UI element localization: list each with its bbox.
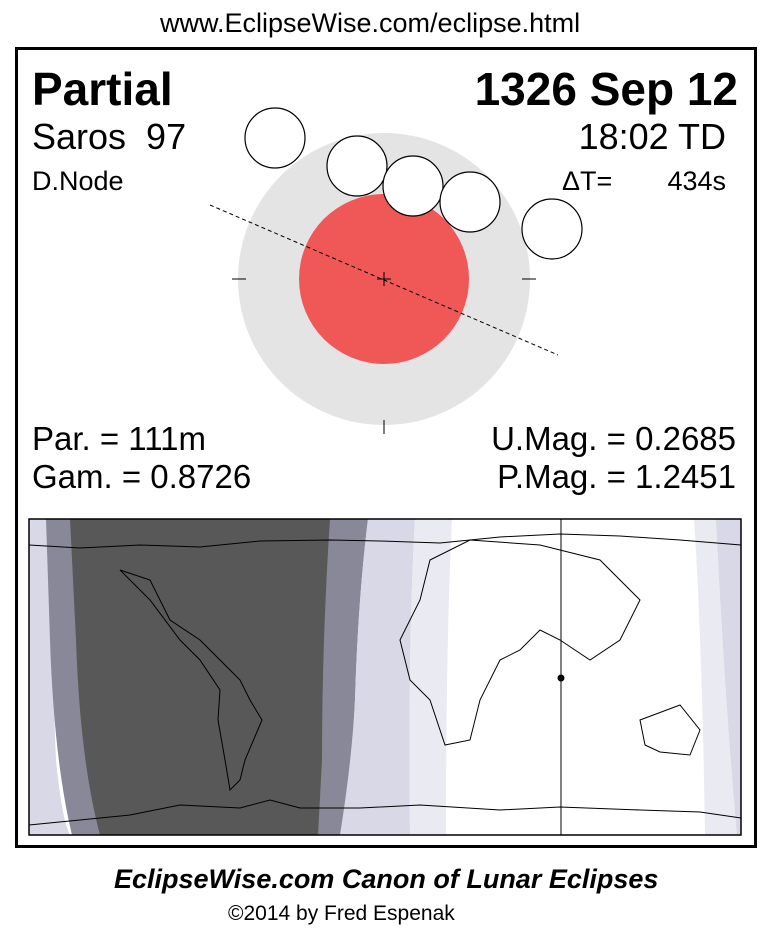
node: D.Node	[32, 166, 124, 196]
eclipse-time: 18:02 TD	[578, 116, 726, 157]
penumbral-light-right	[716, 519, 741, 835]
night-penumbral-light-left	[29, 519, 70, 835]
gamma: Gam. = 0.8726	[32, 458, 252, 495]
moon-u4	[439, 171, 501, 233]
header-url: www.EclipseWise.com/eclipse.html	[160, 8, 581, 38]
eclipse-date: 1326 Sep 12	[474, 63, 738, 115]
coastline-americas	[119, 569, 263, 792]
moon-p4	[521, 198, 583, 260]
sub-lunar-point	[557, 674, 565, 682]
night-dark	[70, 519, 330, 835]
moon-p1	[244, 107, 306, 169]
umbral-magnitude: U.Mag. = 0.2685	[491, 420, 736, 457]
partial-duration: Par. = 111m	[32, 420, 206, 457]
delta-t-value: 434s	[667, 166, 726, 196]
axis-ticks	[232, 272, 536, 434]
visibility-map	[28, 518, 742, 836]
north-boundary	[28, 533, 742, 549]
moon-positions	[244, 107, 583, 260]
penumbral-lighter-band	[409, 519, 452, 835]
coastline-australia	[639, 704, 701, 756]
equatorial-boundary	[28, 799, 742, 826]
eclipse-type: Partial	[32, 63, 173, 115]
footer-title: EclipseWise.com Canon of Lunar Eclipses	[114, 864, 659, 894]
penumbral-light-band	[340, 519, 415, 835]
saros: Saros 97	[32, 116, 187, 157]
coastline-africa-eurasia	[399, 539, 641, 746]
penumbral-magnitude: P.Mag. = 1.2451	[497, 458, 736, 495]
delta-t-label: ΔT=	[562, 166, 613, 196]
eclipse-frame	[15, 47, 757, 848]
footer-copyright: ©2014 by Fred Espenak	[228, 902, 455, 925]
moon-max	[382, 155, 444, 217]
moon-u1	[326, 135, 388, 197]
